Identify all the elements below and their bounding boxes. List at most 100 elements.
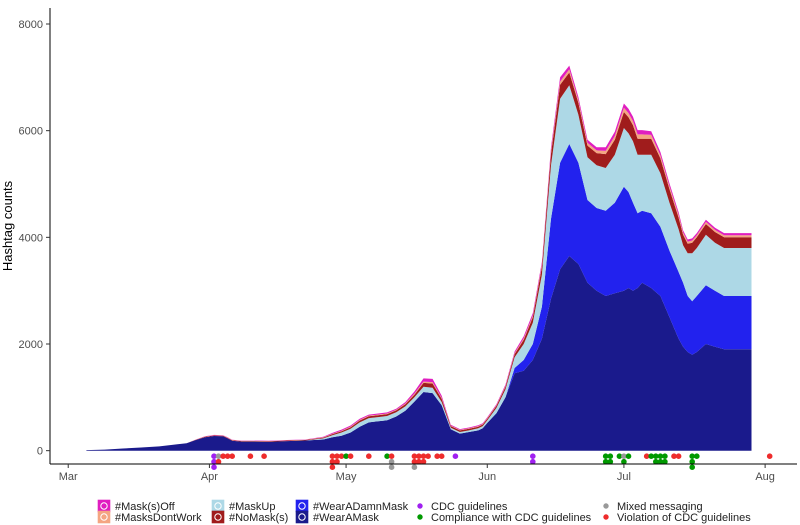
legend-label: #WearAMask xyxy=(313,512,379,524)
legend-label: #Mask(s)Off xyxy=(115,501,176,513)
event-dot-violation-of-cdc-guidelines xyxy=(411,453,418,460)
event-dot-violation-of-cdc-guidelines xyxy=(416,458,422,465)
event-dot-cdc-guidelines xyxy=(211,453,217,460)
legend-key-dot xyxy=(100,502,108,510)
legend-key-dot xyxy=(214,513,222,521)
event-dot-compliance-with-cdc-guidelines xyxy=(616,453,623,460)
area-wearamask xyxy=(86,256,752,451)
event-dot-compliance-with-cdc-guidelines xyxy=(657,458,664,465)
x-tick-label: Jun xyxy=(478,471,496,483)
event-dot-violation-of-cdc-guidelines xyxy=(420,453,427,460)
event-dot-compliance-with-cdc-guidelines xyxy=(343,453,349,460)
event-dot-compliance-with-cdc-guidelines xyxy=(689,464,695,471)
event-dot-violation-of-cdc-guidelines xyxy=(411,458,418,465)
event-dot-violation-of-cdc-guidelines xyxy=(420,458,427,465)
event-dot-violation-of-cdc-guidelines xyxy=(329,464,336,471)
legend-key-dot xyxy=(298,502,306,510)
event-dot-cdc-guidelines xyxy=(530,453,536,460)
legend-label: Mixed messaging xyxy=(617,501,703,513)
y-ticks: 0 2000 4000 6000 8000 xyxy=(19,19,50,458)
legend-key-dot xyxy=(416,513,424,521)
legend-item-mask-s-off: #Mask(s)Off xyxy=(97,499,176,513)
event-dot-violation-of-cdc-guidelines xyxy=(224,453,231,460)
legend-item-maskup: #MaskUp xyxy=(211,499,275,513)
event-dot-compliance-with-cdc-guidelines xyxy=(621,458,627,465)
event-dot-compliance-with-cdc-guidelines xyxy=(689,453,695,460)
event-dot-compliance-with-cdc-guidelines xyxy=(625,453,632,460)
event-dot-compliance-with-cdc-guidelines xyxy=(694,453,700,460)
y-tick-label: 6000 xyxy=(19,126,43,138)
event-dot-cdc-guidelines xyxy=(452,453,459,460)
event-dot-compliance-with-cdc-guidelines xyxy=(384,453,390,460)
event-dot-mixed-messaging xyxy=(215,453,222,460)
legend-label: #MasksDontWork xyxy=(115,512,202,524)
event-dot-mixed-messaging xyxy=(621,453,627,460)
axes xyxy=(49,8,797,465)
event-dot-violation-of-cdc-guidelines xyxy=(220,453,226,460)
event-dot-violation-of-cdc-guidelines xyxy=(438,453,445,460)
legend-item-cdc-guidelines: CDC guidelines xyxy=(413,499,508,513)
legend-item-violation-of-cdc-guidelines: Violation of CDC guidelines xyxy=(599,510,751,524)
legend-key-dot xyxy=(602,513,610,521)
x-tick-label: May xyxy=(336,471,357,483)
event-dot-cdc-guidelines xyxy=(211,464,217,471)
event-dot-compliance-with-cdc-guidelines xyxy=(662,458,668,465)
x-tick-label: Mar xyxy=(59,471,78,483)
event-dot-violation-of-cdc-guidelines xyxy=(334,453,340,460)
x-tick-label: Apr xyxy=(201,471,218,483)
event-dot-violation-of-cdc-guidelines xyxy=(416,453,422,460)
legend-item-wearamask: #WearAMask xyxy=(295,510,379,524)
event-dot-violation-of-cdc-guidelines xyxy=(671,453,677,460)
event-dot-compliance-with-cdc-guidelines xyxy=(653,453,659,460)
event-dot-violation-of-cdc-guidelines xyxy=(366,453,372,460)
legend-label: Violation of CDC guidelines xyxy=(617,512,751,524)
x-tick-label: Jul xyxy=(617,471,631,483)
legend-item-nomask-s: #NoMask(s) xyxy=(211,510,288,524)
y-tick-label: 0 xyxy=(37,446,43,458)
event-dot-violation-of-cdc-guidelines xyxy=(334,458,340,465)
legend-item-mixed-messaging: Mixed messaging xyxy=(599,499,703,513)
event-dot-cdc-guidelines xyxy=(530,458,536,465)
event-dot-violation-of-cdc-guidelines xyxy=(215,458,222,465)
event-dot-compliance-with-cdc-guidelines xyxy=(653,458,659,465)
event-dot-compliance-with-cdc-guidelines xyxy=(662,453,668,460)
legend-key-dot xyxy=(602,502,610,510)
event-dot-compliance-with-cdc-guidelines xyxy=(602,453,609,460)
legend-key-dot xyxy=(416,502,424,510)
event-dot-violation-of-cdc-guidelines xyxy=(434,453,441,460)
legend-label: CDC guidelines xyxy=(431,501,508,513)
event-dot-violation-of-cdc-guidelines xyxy=(338,453,345,460)
event-dot-mixed-messaging xyxy=(388,458,395,465)
event-dot-violation-of-cdc-guidelines xyxy=(329,453,336,460)
legend-item-wearadamnmask: #WearADamnMask xyxy=(295,499,409,513)
y-tick-label: 2000 xyxy=(19,339,43,351)
legend-key-dot xyxy=(100,513,108,521)
legend-item-masksdontwork: #MasksDontWork xyxy=(97,510,202,524)
y-tick-label: 8000 xyxy=(19,19,43,31)
legend-label: #NoMask(s) xyxy=(229,512,288,524)
area-maskup xyxy=(86,85,752,451)
y-axis-title: Hashtag counts xyxy=(0,180,15,271)
event-dot-violation-of-cdc-guidelines xyxy=(229,453,235,460)
event-dot-compliance-with-cdc-guidelines xyxy=(607,453,614,460)
event-dot-violation-of-cdc-guidelines xyxy=(643,453,650,460)
event-dot-violation-of-cdc-guidelines xyxy=(766,453,773,460)
event-dot-compliance-with-cdc-guidelines xyxy=(602,458,609,465)
event-dot-compliance-with-cdc-guidelines xyxy=(657,453,664,460)
y-tick-label: 4000 xyxy=(19,232,43,244)
legend-label: Compliance with CDC guidelines xyxy=(431,512,592,524)
event-dot-mixed-messaging xyxy=(411,464,418,471)
event-dot-violation-of-cdc-guidelines xyxy=(261,453,267,460)
legend: #Mask(s)Off #MaskUp #WearADamnMask CDC guid… xyxy=(97,499,751,524)
area-layers xyxy=(86,65,752,451)
event-dot-violation-of-cdc-guidelines xyxy=(347,453,354,460)
x-ticks: Mar Apr May Jun Jul Aug xyxy=(59,464,775,483)
event-dot-violation-of-cdc-guidelines xyxy=(425,453,431,460)
event-dot-violation-of-cdc-guidelines xyxy=(675,453,682,460)
legend-key-dot xyxy=(298,513,306,521)
event-dot-violation-of-cdc-guidelines xyxy=(388,453,395,460)
event-dot-compliance-with-cdc-guidelines xyxy=(648,453,654,460)
event-markers xyxy=(211,453,773,471)
area-wearadamnmask xyxy=(86,144,752,451)
